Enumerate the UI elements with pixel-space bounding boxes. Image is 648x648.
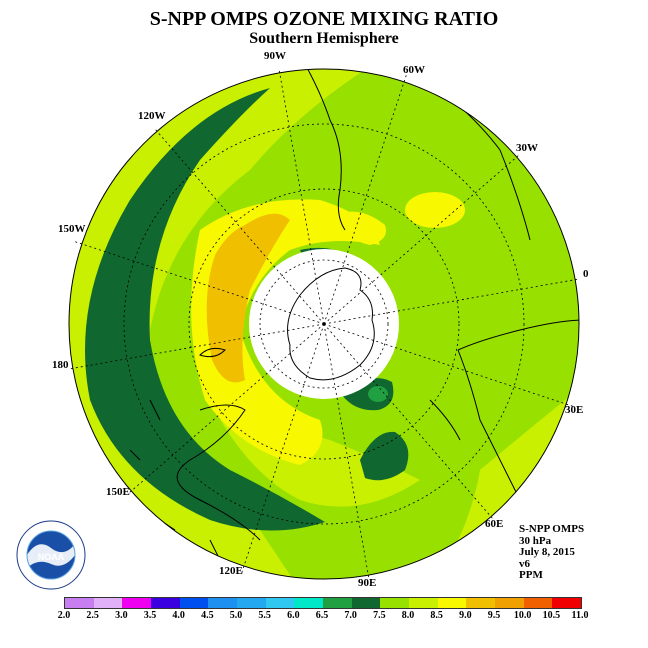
colorbar-tick-label: 4.5 [201, 610, 214, 621]
colorbar-tick-label: 7.5 [373, 610, 386, 621]
colorbar-segment [179, 598, 209, 608]
colorbar-segment [409, 598, 438, 608]
colorbar-tick-label: 8.5 [430, 610, 443, 621]
colorbar-segment [294, 598, 324, 608]
info-instrument: S-NPP OMPS [519, 523, 585, 535]
antarctica-coastline [287, 267, 375, 381]
colorbar-segment [466, 598, 496, 608]
colorbar-segment [323, 598, 352, 608]
colorbar-segment [495, 598, 524, 608]
svg-text:NOAA: NOAA [38, 552, 65, 562]
lon-label-0: 0 [583, 268, 589, 280]
colorbar-tick-label: 10.0 [513, 610, 532, 621]
noaa-logo-icon: NOAA [16, 520, 86, 590]
lon-label-60e: 60E [485, 518, 504, 530]
lon-label-120w: 120W [138, 110, 166, 122]
colorbar-segment [122, 598, 152, 608]
colorbar-tick-label: 9.0 [459, 610, 472, 621]
colorbar-tick-label: 2.5 [86, 610, 99, 621]
info-date: July 8, 2015 [519, 546, 575, 558]
colorbar-tick-label: 6.0 [287, 610, 300, 621]
map-subtitle: Southern Hemisphere [249, 30, 399, 47]
lon-label-180: 180 [52, 359, 69, 371]
colorbar-segment [552, 598, 582, 608]
colorbar-tick-label: 11.0 [571, 610, 589, 621]
colorbar-tick-label: 3.5 [143, 610, 157, 621]
colorbar-tick-label: 4.0 [172, 610, 185, 621]
info-level: 30 hPa [519, 534, 552, 547]
colorbar-segment [523, 598, 553, 608]
colorbar-segment [65, 598, 94, 608]
colorbar-segment [380, 598, 410, 608]
colorbar-tick-label: 9.5 [487, 610, 501, 621]
colorbar-segment [437, 598, 467, 608]
info-units: PPM [519, 569, 543, 581]
colorbar-tick-label: 5.5 [258, 610, 271, 621]
colorbar-segment [93, 598, 123, 608]
colorbar-tick-label: 8.0 [401, 610, 415, 621]
colorbar-tick-label: 6.5 [315, 610, 329, 621]
colorbar [64, 597, 582, 609]
colorbar-tick-label: 3.0 [115, 610, 128, 621]
graticule [68, 68, 580, 580]
colorbar-tick-label: 10.5 [542, 610, 561, 621]
lon-label-90e: 90E [358, 577, 377, 589]
ozone-field [69, 69, 579, 579]
colorbar-segment [265, 598, 295, 608]
colorbar-tick-label: 7.0 [344, 610, 357, 621]
colorbar-segment [151, 598, 180, 608]
colorbar-ticks: 2.0 2.5 3.0 3.5 4.0 4.5 5.0 5.5 6.0 6.5 7.0 7.5 8.0 8… [53, 610, 593, 624]
lon-label-150e: 150E [106, 486, 130, 498]
map-title: S-NPP OMPS OZONE MIXING RATIO [149, 8, 499, 30]
map-boundary [68, 68, 580, 580]
lon-label-30w: 30W [516, 142, 538, 154]
colorbar-tick-label: 2.0 [57, 610, 71, 621]
colorbar-segment [208, 598, 238, 608]
colorbar-tick-label: 5.0 [229, 610, 243, 621]
info-version: v6 [519, 557, 530, 570]
lon-label-30e: 30E [565, 404, 584, 416]
lon-label-90w: 90W [264, 50, 286, 62]
product-info: S-NPP OMPS 30 hPa July 8, 2015 v6 PPM [519, 523, 585, 582]
lon-label-120e: 120E [219, 565, 243, 577]
colorbar-segment [237, 598, 266, 608]
colorbar-segment [351, 598, 381, 608]
lon-label-60w: 60W [403, 64, 425, 76]
lon-label-150w: 150W [58, 223, 86, 235]
